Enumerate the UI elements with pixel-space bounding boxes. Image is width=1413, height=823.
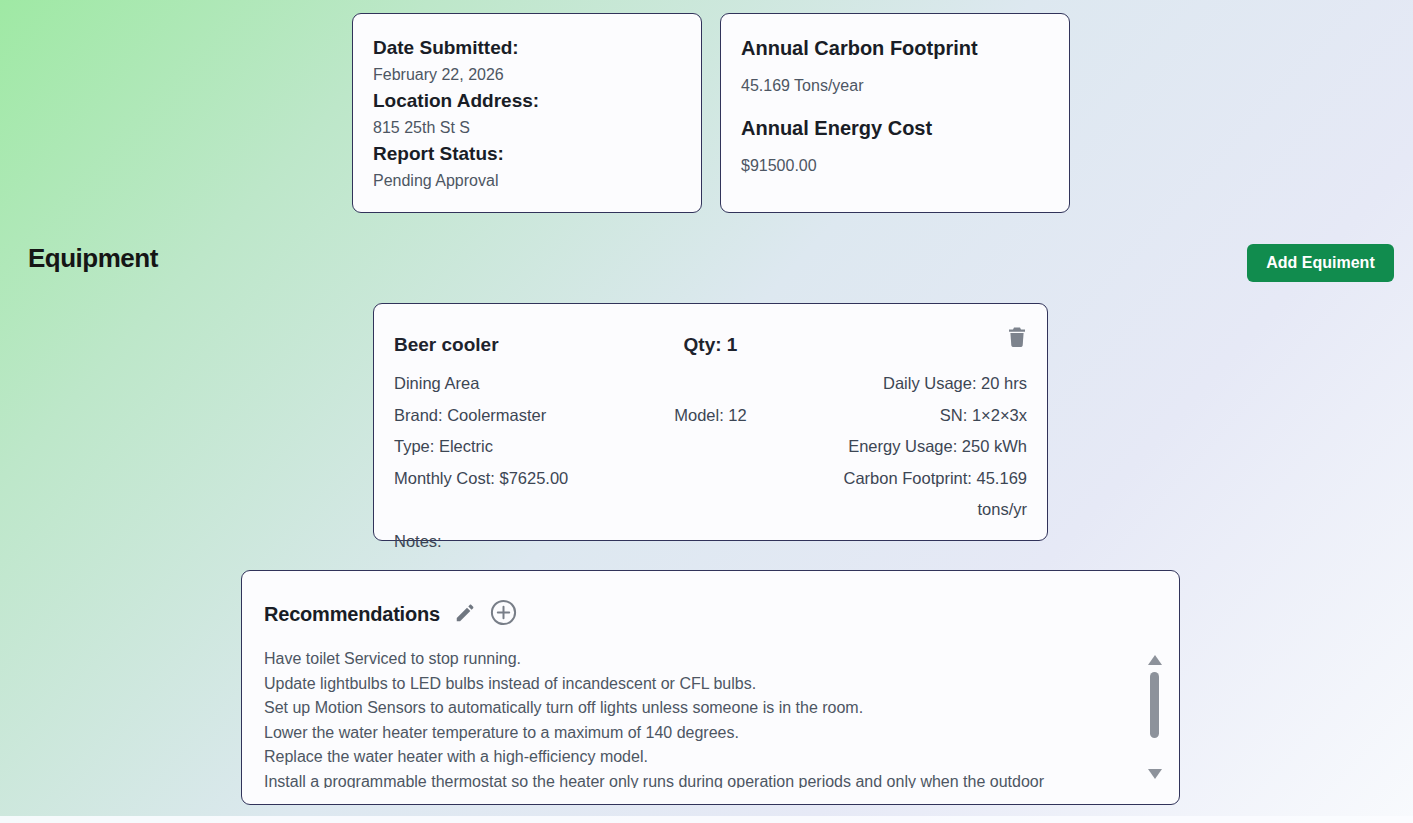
- date-submitted-label: Date Submitted:: [373, 35, 681, 61]
- location-address-value: 815 25th St S: [373, 114, 681, 141]
- report-status-value: Pending Approval: [373, 167, 681, 194]
- recommendation-item: Update lightbulbs to LED bulbs instead o…: [264, 672, 1139, 697]
- trash-icon: [1007, 336, 1027, 351]
- equipment-serial: SN: 1×2×3x: [812, 400, 1027, 432]
- date-submitted-value: February 22, 2026: [373, 61, 681, 88]
- recommendation-item: Lower the water heater temperature to a …: [264, 721, 1139, 746]
- page-background: Date Submitted: February 22, 2026 Locati…: [0, 0, 1413, 823]
- pencil-icon: [454, 602, 476, 627]
- equipment-carbon-footprint: Carbon Footprint: 45.169 tons/yr: [812, 463, 1027, 526]
- recommendation-item: Have toilet Serviced to stop running.: [264, 647, 1139, 672]
- annual-cost-value: $91500.00: [741, 156, 1049, 176]
- annual-carbon-value: 45.169 Tons/year: [741, 76, 1049, 96]
- plus-circle-icon: [490, 599, 517, 629]
- metrics-summary-card: Annual Carbon Footprint 45.169 Tons/year…: [720, 13, 1070, 213]
- recommendation-item: Replace the water heater with a high-eff…: [264, 745, 1139, 770]
- equipment-daily-usage: Daily Usage: 20 hrs: [812, 368, 1027, 400]
- annual-carbon-label: Annual Carbon Footprint: [741, 36, 1049, 60]
- equipment-notes-label: Notes:: [394, 526, 609, 558]
- equipment-section-title: Equipment: [28, 243, 158, 274]
- edit-recommendations-button[interactable]: [454, 602, 476, 627]
- delete-equipment-button[interactable]: [1007, 326, 1027, 351]
- equipment-type: Type: Electric: [394, 431, 609, 463]
- recommendations-card: Recommendations: [241, 570, 1180, 805]
- equipment-area: Dining Area: [394, 368, 609, 400]
- equipment-energy-usage: Energy Usage: 250 kWh: [812, 431, 1027, 463]
- location-address-label: Location Address:: [373, 88, 681, 114]
- annual-cost-label: Annual Energy Cost: [741, 116, 1049, 140]
- recommendations-list: Have toilet Serviced to stop running. Up…: [264, 647, 1139, 788]
- scrollbar-down-arrow[interactable]: [1148, 769, 1162, 779]
- report-summary-card: Date Submitted: February 22, 2026 Locati…: [352, 13, 702, 213]
- report-status-label: Report Status:: [373, 141, 681, 167]
- bottom-edge-strip: [0, 816, 1413, 823]
- scrollbar-thumb[interactable]: [1150, 672, 1159, 738]
- equipment-name: Beer cooler: [394, 330, 609, 360]
- recommendation-item: Set up Motion Sensors to automatically t…: [264, 696, 1139, 721]
- add-recommendation-button[interactable]: [490, 599, 517, 629]
- equipment-model: Model: 12: [609, 400, 812, 432]
- equipment-brand: Brand: Coolermaster: [394, 400, 609, 432]
- equipment-item-card: Beer cooler Qty: 1 Dining Area Daily Usa…: [373, 303, 1048, 541]
- equipment-qty: Qty: 1: [609, 330, 812, 360]
- recommendations-title: Recommendations: [264, 603, 440, 626]
- recommendation-item: Install a programmable thermostat so the…: [264, 770, 1139, 788]
- equipment-monthly-cost: Monthly Cost: $7625.00: [394, 463, 609, 495]
- add-equipment-button[interactable]: Add Equiment: [1247, 244, 1394, 282]
- scrollbar-up-arrow[interactable]: [1148, 655, 1162, 665]
